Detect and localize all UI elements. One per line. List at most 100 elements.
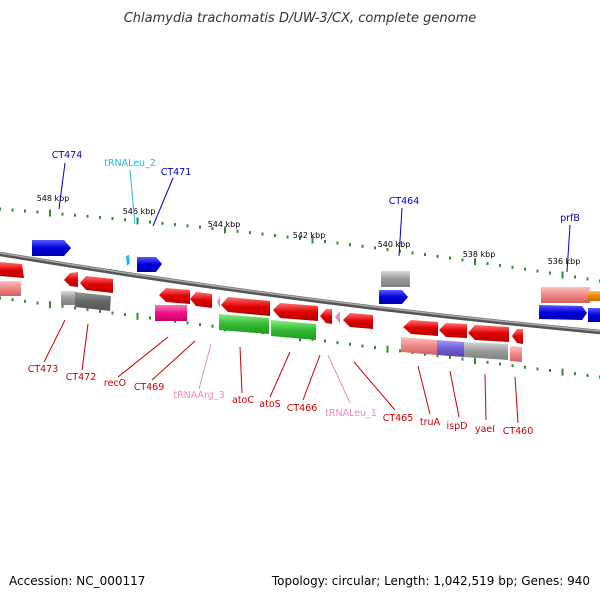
gene-atoC[interactable] xyxy=(219,314,269,334)
minor-tick xyxy=(186,321,189,325)
minor-tick xyxy=(574,372,576,376)
minor-tick xyxy=(374,346,376,350)
reverse-strand-genes xyxy=(0,262,523,362)
label-leader-lines xyxy=(43,162,571,424)
gene-yaeI-red[interactable] xyxy=(468,325,509,342)
leader-CT465 xyxy=(353,361,396,411)
minor-tick xyxy=(586,373,589,377)
minor-tick xyxy=(411,251,414,255)
leader-CT469 xyxy=(151,340,196,381)
minor-tick xyxy=(586,277,589,281)
gene-atoC-red[interactable] xyxy=(221,297,270,316)
label-prfB[interactable]: prfB xyxy=(560,213,580,224)
label-CT473[interactable]: CT473 xyxy=(28,364,59,375)
leader-CT464 xyxy=(398,207,403,257)
gene-CT469[interactable] xyxy=(155,305,187,321)
major-tick xyxy=(561,368,564,376)
gene-left-edge-pink[interactable] xyxy=(0,281,21,296)
label-CT469[interactable]: CT469 xyxy=(134,382,165,393)
minor-tick xyxy=(0,296,1,300)
label-CT464[interactable]: CT464 xyxy=(389,196,420,207)
gene-CT465-red[interactable] xyxy=(343,313,373,329)
gene-CT460-red[interactable] xyxy=(512,329,523,344)
major-tick xyxy=(49,301,51,309)
leader-yaeI xyxy=(484,373,487,421)
minor-tick xyxy=(24,209,26,213)
minor-tick xyxy=(486,262,489,265)
gene-CT460[interactable] xyxy=(510,346,522,362)
gene-prfB-orange[interactable] xyxy=(588,291,600,301)
gene-CT464[interactable] xyxy=(379,290,408,304)
gene-CT473[interactable] xyxy=(64,272,78,287)
map-title: Chlamydia trachomatis D/UW-3/CX, complet… xyxy=(124,11,477,26)
leader-tRNALeu-1 xyxy=(327,354,351,404)
minor-tick xyxy=(424,352,426,356)
gene-CT472-dark[interactable] xyxy=(75,292,111,311)
minor-tick xyxy=(174,319,176,323)
minor-tick xyxy=(111,311,114,315)
gene-yaeI[interactable] xyxy=(464,342,508,360)
minor-tick xyxy=(524,365,526,369)
label-CT474[interactable]: CT474 xyxy=(52,150,83,161)
gene-CT465[interactable] xyxy=(403,320,438,336)
gene-CT474[interactable] xyxy=(32,240,71,256)
label-recO[interactable]: recO xyxy=(104,378,126,389)
gene-tRNAArg-3[interactable] xyxy=(217,296,220,308)
label-truA[interactable]: truA xyxy=(420,417,441,428)
minor-tick xyxy=(261,232,264,236)
label-CT471[interactable]: CT471 xyxy=(161,167,192,178)
gene-truA-red[interactable] xyxy=(439,323,467,338)
label-CT465[interactable]: CT465 xyxy=(383,413,414,424)
gene-prfB-pink[interactable] xyxy=(541,287,590,303)
label-atoC[interactable]: atoC xyxy=(232,395,254,406)
scale-ticks-upper xyxy=(0,207,600,283)
gene-CT473-grey[interactable] xyxy=(61,291,76,305)
scale-label-540: 540 kbp xyxy=(378,240,411,249)
minor-tick xyxy=(399,249,401,253)
major-tick xyxy=(136,217,139,225)
gene-CT464-grey[interactable] xyxy=(381,271,410,287)
minor-tick xyxy=(386,248,389,252)
leader-ispD xyxy=(449,370,460,418)
gene-CT472-red[interactable] xyxy=(80,276,113,293)
minor-tick xyxy=(236,229,239,233)
label-CT460[interactable]: CT460 xyxy=(503,426,534,437)
leader-tRNALeu-2 xyxy=(129,169,136,225)
gene-prfB-next[interactable] xyxy=(588,308,600,322)
gene-prfB[interactable] xyxy=(539,305,587,320)
minor-tick xyxy=(211,324,214,328)
genome-backbone-highlight xyxy=(0,252,600,332)
forward-strand-genes xyxy=(32,240,600,322)
gene-left-edge-red[interactable] xyxy=(0,262,24,278)
leader-tRNAArg-3 xyxy=(198,343,212,390)
gene-truA[interactable] xyxy=(401,337,437,355)
minor-tick xyxy=(511,265,514,269)
gene-CT469-red[interactable] xyxy=(190,292,212,308)
minor-tick xyxy=(124,313,126,317)
gene-atoS[interactable] xyxy=(271,320,316,340)
minor-tick xyxy=(61,304,64,308)
label-ispD[interactable]: ispD xyxy=(447,421,468,432)
minor-tick xyxy=(174,223,176,227)
label-CT466[interactable]: CT466 xyxy=(287,403,318,414)
label-tRNALeu-2[interactable]: tRNALeu_2 xyxy=(104,158,156,169)
gene-tRNALeu-1[interactable] xyxy=(335,311,340,324)
label-CT472[interactable]: CT472 xyxy=(66,372,97,383)
label-yaeI[interactable]: yaeI xyxy=(475,424,495,435)
scale-label-546: 546 kbp xyxy=(123,207,156,216)
label-tRNALeu-1[interactable]: tRNALeu_1 xyxy=(325,408,377,419)
gene-atoS-red[interactable] xyxy=(273,303,318,321)
minor-tick xyxy=(461,258,464,262)
gene-tRNALeu-2[interactable] xyxy=(126,255,130,266)
label-atoS[interactable]: atoS xyxy=(259,399,280,410)
gene-CT471[interactable] xyxy=(137,257,162,272)
gene-ispD[interactable] xyxy=(437,340,464,357)
minor-tick xyxy=(199,225,201,229)
minor-tick xyxy=(111,217,114,220)
minor-tick xyxy=(286,235,289,239)
scale-label-548: 548 kbp xyxy=(37,194,70,203)
gene-recO[interactable] xyxy=(159,288,190,304)
label-tRNAArg-3[interactable]: tRNAArg_3 xyxy=(173,390,224,401)
gene-CT466[interactable] xyxy=(320,309,332,324)
minor-tick xyxy=(86,214,89,218)
